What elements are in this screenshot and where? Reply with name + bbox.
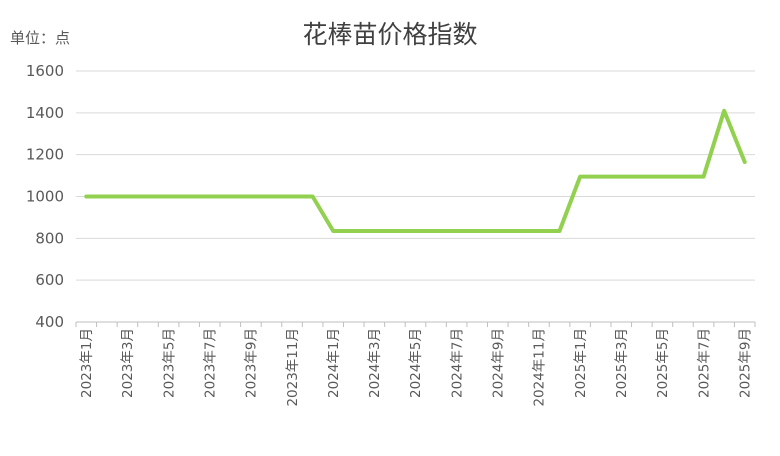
y-axis-ticks: 400 600 800 1000 1200 1400 1600 <box>26 62 64 331</box>
unit-label: 单位：点 <box>10 29 70 47</box>
x-tick-label: 2024年7月 <box>449 328 465 398</box>
x-tick-label: 2025年3月 <box>614 328 630 398</box>
x-tick-label: 2023年5月 <box>161 328 177 398</box>
y-tick-label: 600 <box>35 271 64 289</box>
y-tick-label: 1000 <box>26 188 64 206</box>
x-tick-label: 2024年1月 <box>326 328 342 398</box>
series-line <box>84 108 747 234</box>
x-tick-label: 2023年3月 <box>120 328 136 398</box>
x-tick-label: 2023年9月 <box>244 328 260 398</box>
x-axis <box>75 321 756 327</box>
x-tick-label: 2025年5月 <box>655 328 671 398</box>
x-tick-label: 2023年7月 <box>202 328 218 398</box>
x-axis-ticks: 2023年1月 2023年3月 2023年5月 2023年7月 2023年9月 2023年… <box>79 328 753 407</box>
y-tick-label: 800 <box>35 229 64 247</box>
x-tick-label: 2024年11月 <box>532 328 548 407</box>
x-tick-label: 2024年9月 <box>491 328 507 398</box>
x-tick-label: 2025年1月 <box>573 328 589 398</box>
x-tick-label: 2023年1月 <box>79 328 95 398</box>
series-layer <box>84 108 747 234</box>
y-tick-label: 400 <box>35 313 64 331</box>
chart-title: 花棒苗价格指数 <box>302 20 477 49</box>
y-tick-label: 1400 <box>26 104 64 122</box>
x-tick-label: 2024年5月 <box>408 328 424 398</box>
y-tick-label: 1200 <box>26 146 64 164</box>
x-tick-label: 2023年11月 <box>285 328 301 407</box>
x-tick-label: 2025年7月 <box>696 328 712 398</box>
x-tick-label: 2024年3月 <box>367 328 383 398</box>
x-tick-label: 2025年9月 <box>737 328 753 398</box>
y-tick-label: 1600 <box>26 62 64 80</box>
